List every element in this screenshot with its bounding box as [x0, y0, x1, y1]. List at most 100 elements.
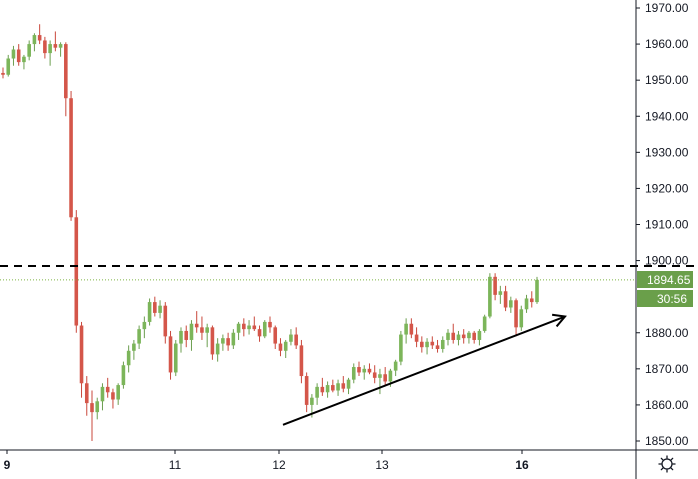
- candle-body: [221, 338, 225, 344]
- candle-body: [226, 338, 230, 346]
- candle-body: [399, 334, 403, 362]
- candle: [477, 329, 482, 346]
- candle: [236, 321, 241, 340]
- candle-body: [351, 367, 356, 380]
- current-price-tag: 1894.65 30:56: [637, 271, 693, 307]
- candle: [48, 40, 52, 66]
- candle-body: [111, 392, 115, 400]
- candle-body: [304, 376, 309, 405]
- candle: [69, 90, 73, 221]
- candle: [111, 388, 115, 409]
- candle: [247, 320, 251, 335]
- candle: [362, 365, 367, 380]
- candle: [252, 316, 257, 331]
- candle-body: [294, 334, 298, 346]
- time-tick-label: 12: [272, 458, 286, 472]
- candle-body: [310, 397, 314, 405]
- candle: [299, 339, 304, 384]
- candle: [221, 334, 225, 351]
- candle: [315, 383, 319, 405]
- candle: [430, 336, 435, 349]
- candle-body: [472, 332, 476, 340]
- candle: [519, 305, 524, 331]
- candle-body: [514, 300, 518, 328]
- candle-body: [100, 386, 105, 402]
- candle-body: [32, 35, 37, 45]
- price-tick-label: 1870.00: [645, 362, 689, 376]
- candle: [273, 325, 278, 349]
- candle-body: [142, 321, 147, 330]
- candle: [27, 40, 31, 61]
- candle: [153, 296, 157, 317]
- price-tick-label: 1950.00: [645, 73, 689, 87]
- candle: [472, 330, 476, 344]
- candle: [210, 325, 215, 360]
- candle-body: [247, 325, 251, 330]
- candle-body: [372, 372, 377, 378]
- candle: [147, 298, 152, 326]
- candle-body: [519, 309, 524, 328]
- candle: [179, 327, 183, 353]
- price-axis: 1970.00 1960.00 1950.00 1940.00 1930.00 1920.…: [635, 0, 689, 479]
- chart-settings-button[interactable]: [658, 455, 676, 473]
- candle-body: [179, 330, 183, 344]
- price-tick-label: 1860.00: [645, 398, 689, 412]
- candle: [425, 338, 429, 355]
- candle: [268, 316, 272, 333]
- candle-body: [105, 386, 110, 393]
- candle-body: [509, 300, 513, 308]
- candle-body: [273, 327, 278, 344]
- candle: [231, 329, 236, 349]
- candle-body: [6, 58, 11, 75]
- trend-arrow-line[interactable]: [282, 315, 566, 426]
- candle-body: [153, 302, 157, 313]
- candle: [16, 44, 21, 66]
- candle-body: [409, 323, 414, 335]
- price-tick-label: 1920.00: [645, 181, 689, 195]
- candle: [404, 318, 408, 344]
- time-tick-label: 13: [375, 458, 389, 472]
- candle: [200, 316, 204, 340]
- candle: [351, 363, 356, 384]
- gear-teeth: [658, 455, 676, 473]
- candle-body: [325, 385, 330, 393]
- candle-body: [163, 305, 168, 337]
- candle: [346, 377, 351, 395]
- candle-body: [425, 341, 429, 348]
- candle: [184, 325, 189, 348]
- candle-body: [231, 332, 236, 346]
- candle-body: [477, 330, 482, 340]
- time-tick-label: 16: [515, 458, 529, 472]
- candle-body: [367, 368, 372, 373]
- candle-body: [493, 276, 497, 295]
- candle-body: [268, 321, 272, 328]
- gear-icon[interactable]: [661, 458, 673, 470]
- candle-body: [205, 327, 209, 333]
- candle: [226, 332, 230, 351]
- price-tick-label: 1900.00: [645, 254, 689, 268]
- candle: [168, 330, 173, 380]
- candle-body: [168, 336, 173, 373]
- candle-body: [48, 44, 52, 54]
- candle: [11, 45, 16, 66]
- candle-body: [278, 343, 283, 351]
- candle: [194, 311, 199, 333]
- candle-body: [126, 350, 131, 366]
- candle-body: [320, 386, 325, 393]
- candle: [32, 33, 37, 52]
- candle-body: [488, 276, 492, 317]
- current-price-background: [637, 271, 693, 288]
- candle-body: [404, 323, 408, 335]
- time-axis: 9 11 12 13 16: [0, 449, 698, 472]
- candle-body: [289, 334, 293, 342]
- candle: [331, 379, 335, 393]
- price-tick-label: 1930.00: [645, 145, 689, 159]
- candle-body: [414, 334, 419, 342]
- countdown-label: 30:56: [657, 292, 687, 306]
- candle-body: [137, 329, 141, 344]
- candle-body: [173, 343, 178, 373]
- candle: [242, 318, 246, 337]
- candle: [189, 320, 194, 351]
- candle: [498, 285, 503, 304]
- candle: [372, 365, 377, 384]
